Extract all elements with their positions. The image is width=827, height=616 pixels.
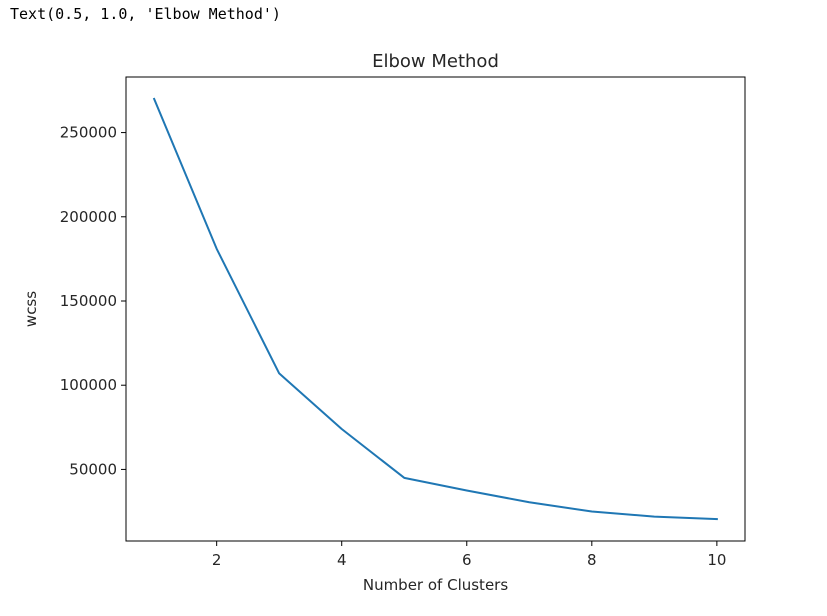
y-tick-label: 150000 bbox=[60, 292, 117, 310]
x-tick-label: 8 bbox=[587, 551, 597, 569]
x-axis-label: Number of Clusters bbox=[363, 576, 508, 594]
x-tick-label: 2 bbox=[212, 551, 222, 569]
y-tick-label: 200000 bbox=[60, 208, 117, 226]
y-tick-label: 250000 bbox=[60, 124, 117, 142]
y-tick-label: 50000 bbox=[69, 460, 117, 478]
y-tick-label: 100000 bbox=[60, 376, 117, 394]
chart-title: Elbow Method bbox=[372, 51, 499, 72]
x-tick-label: 6 bbox=[462, 551, 472, 569]
x-tick-label: 10 bbox=[707, 551, 726, 569]
x-tick-label: 4 bbox=[337, 551, 347, 569]
series-line-0 bbox=[152, 97, 718, 521]
cell-output-text: Text(0.5, 1.0, 'Elbow Method') bbox=[10, 5, 281, 23]
plot-frame bbox=[125, 76, 746, 542]
y-axis-label: wcss bbox=[22, 291, 40, 327]
